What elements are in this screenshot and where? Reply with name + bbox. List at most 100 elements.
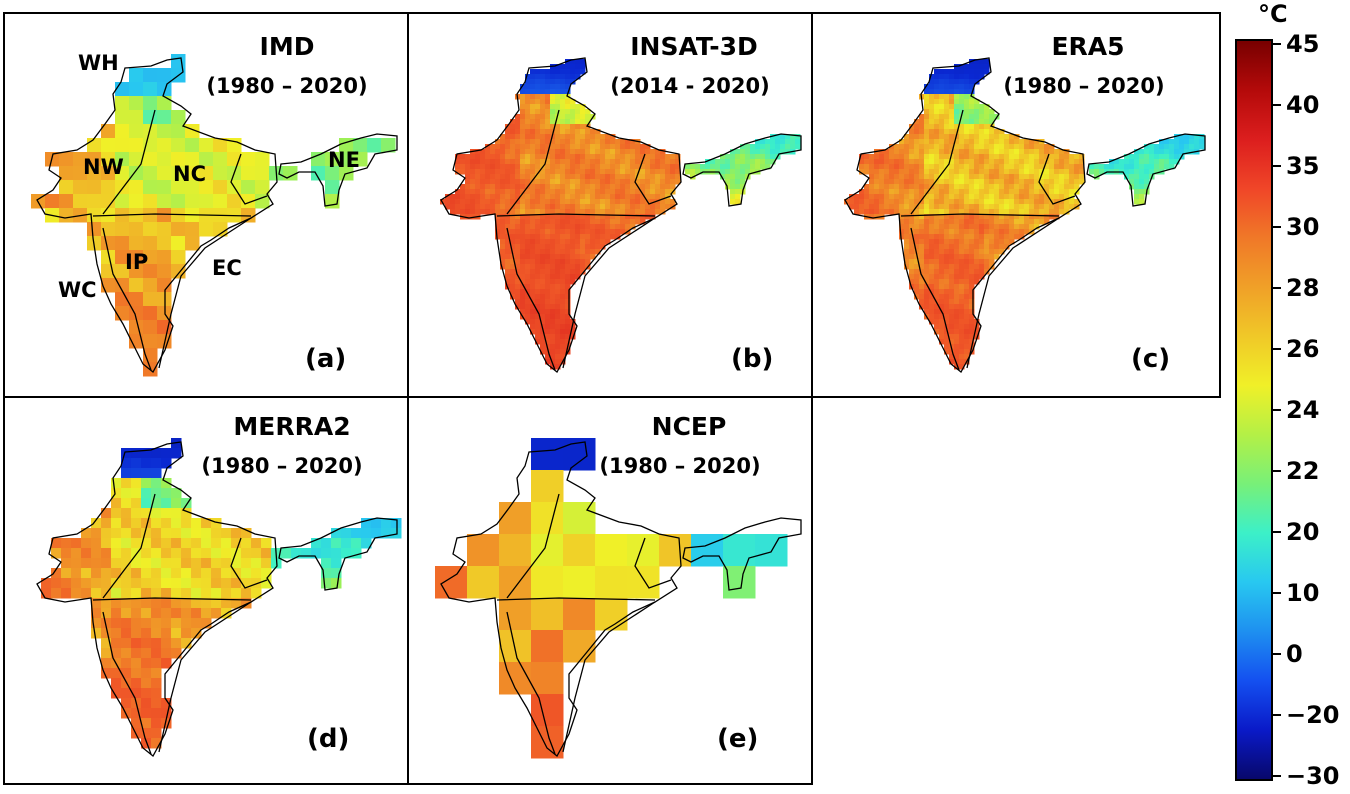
temperature-cell xyxy=(1164,149,1170,155)
temperature-cell xyxy=(590,159,596,165)
temperature-cell xyxy=(143,334,158,349)
temperature-cell xyxy=(545,284,551,290)
temperature-cell xyxy=(525,209,531,215)
temperature-cell xyxy=(231,598,242,609)
temperature-cell xyxy=(919,179,925,185)
temperature-cell xyxy=(227,138,242,153)
temperature-cell xyxy=(560,324,566,330)
temperature-cell xyxy=(949,294,955,300)
temperature-cell xyxy=(919,289,925,295)
temperature-cell xyxy=(151,518,162,529)
temperature-cell xyxy=(934,284,940,290)
temperature-cell xyxy=(540,349,546,355)
temperature-cell xyxy=(485,154,491,160)
temperature-cell xyxy=(161,518,172,529)
temperature-cell xyxy=(984,269,990,275)
temperature-cell xyxy=(1039,189,1045,195)
temperature-cell xyxy=(894,184,900,190)
temperature-cell xyxy=(161,628,172,639)
temperature-cell xyxy=(620,164,626,170)
temperature-cell xyxy=(929,74,935,80)
temperature-cell xyxy=(615,214,621,220)
temperature-cell xyxy=(979,239,985,245)
temperature-cell xyxy=(944,284,950,290)
temperature-cell xyxy=(600,199,606,205)
temperature-cell xyxy=(675,164,681,170)
temperature-cell xyxy=(964,314,970,320)
temperature-cell xyxy=(615,149,621,155)
temperature-cell xyxy=(954,99,960,105)
temperature-cell xyxy=(989,119,995,125)
temperature-cell xyxy=(560,344,566,350)
temperature-cell xyxy=(874,164,880,170)
temperature-cell xyxy=(939,74,945,80)
temperature-cell xyxy=(545,259,551,265)
temperature-cell xyxy=(141,478,152,489)
temperature-cell xyxy=(570,199,576,205)
temperature-cell xyxy=(605,169,611,175)
temperature-cell xyxy=(565,199,571,205)
temperature-cell xyxy=(934,109,940,115)
region-boundary xyxy=(506,493,560,599)
temperature-cell xyxy=(964,204,970,210)
temperature-cell xyxy=(984,69,990,75)
temperature-cell xyxy=(944,189,950,195)
temperature-cell xyxy=(610,184,616,190)
temperature-cell xyxy=(580,129,586,135)
temperature-cell xyxy=(161,548,172,559)
temperature-cell xyxy=(59,194,74,209)
temperature-cell xyxy=(115,166,130,181)
temperature-cell xyxy=(505,169,511,175)
temperature-cell xyxy=(590,154,596,160)
temperature-cell xyxy=(1024,224,1030,230)
temperature-cell xyxy=(515,169,521,175)
temperature-cell xyxy=(540,339,546,345)
temperature-cell xyxy=(1069,179,1075,185)
temperature-cell xyxy=(1074,169,1080,175)
temperature-cell xyxy=(510,209,516,215)
temperature-cell xyxy=(660,204,666,210)
temperature-cell xyxy=(181,548,192,559)
temperature-cell xyxy=(545,234,551,240)
temperature-cell xyxy=(1034,164,1040,170)
temperature-cell xyxy=(929,304,935,310)
region-boundary xyxy=(910,109,964,215)
temperature-cell xyxy=(555,194,561,200)
temperature-cell xyxy=(570,169,576,175)
temperature-cell xyxy=(560,69,566,75)
temperature-cell xyxy=(615,229,621,235)
temperature-cell xyxy=(171,222,186,237)
temperature-cell xyxy=(185,194,200,209)
temperature-cell xyxy=(1054,164,1060,170)
temperature-cell xyxy=(530,119,536,125)
temperature-cell xyxy=(944,149,950,155)
temperature-cell xyxy=(171,528,182,539)
india-outline xyxy=(36,57,278,373)
temperature-cell xyxy=(550,164,556,170)
temperature-cell xyxy=(1049,204,1055,210)
temperature-cell xyxy=(1129,184,1135,190)
temperature-cell xyxy=(994,159,1000,165)
temperature-cell xyxy=(984,124,990,130)
temperature-cell xyxy=(565,99,571,105)
temperature-cell xyxy=(904,254,910,260)
temperature-cell xyxy=(555,214,561,220)
temperature-cell xyxy=(1024,209,1030,215)
temperature-cell xyxy=(1134,184,1140,190)
temperature-cell xyxy=(545,114,551,120)
temperature-cell xyxy=(1164,139,1170,145)
temperature-cell xyxy=(191,588,202,599)
temperature-cell xyxy=(499,566,532,599)
temperature-cell xyxy=(115,152,130,167)
temperature-cell xyxy=(550,204,556,210)
temperature-cell xyxy=(555,339,561,345)
temperature-cell xyxy=(1019,169,1025,175)
temperature-cell xyxy=(605,144,611,150)
temperature-cell xyxy=(129,194,144,209)
temperature-cell xyxy=(700,164,706,170)
temperature-cell xyxy=(944,309,950,315)
temperature-cell xyxy=(560,114,566,120)
temperature-cell xyxy=(984,184,990,190)
temperature-cell xyxy=(1034,219,1040,225)
temperature-cell xyxy=(540,294,546,300)
